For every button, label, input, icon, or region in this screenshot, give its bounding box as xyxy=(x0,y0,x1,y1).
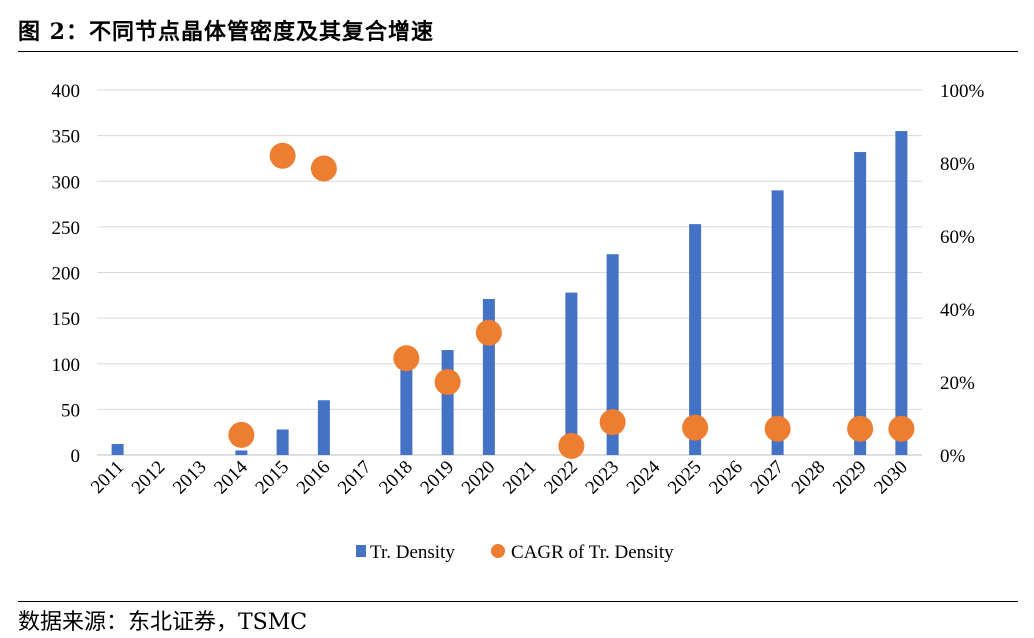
cagr-point-2018 xyxy=(393,345,420,372)
legend-swatch-tr-density xyxy=(356,545,366,557)
bar-series-tr-density xyxy=(111,131,908,456)
right-y-axis: 0% 20% 40% 60% 80% 100% xyxy=(940,81,985,467)
x-axis: 2011 2012 2013 2014 2015 2016 2017 2018 2019 2020… xyxy=(87,456,912,498)
legend: Tr. Density CAGR of Tr. Density xyxy=(356,542,674,563)
left-axis-tick-label: 250 xyxy=(52,218,81,239)
x-axis-tick-label: 2023 xyxy=(581,457,623,499)
legend-label-cagr: CAGR of Tr. Density xyxy=(511,542,674,563)
x-axis-tick-label: 2011 xyxy=(87,457,128,498)
x-axis-tick-label: 2030 xyxy=(870,457,912,499)
legend-swatch-cagr xyxy=(491,544,505,558)
top-rule xyxy=(18,51,1018,52)
cagr-point-2020 xyxy=(475,319,502,346)
left-axis-tick-label: 150 xyxy=(52,309,81,330)
left-axis-tick-label: 350 xyxy=(52,127,81,148)
right-axis-tick-label: 80% xyxy=(940,154,975,175)
x-axis-tick-label: 2015 xyxy=(251,457,293,499)
right-axis-tick-label: 60% xyxy=(940,227,975,248)
x-axis-tick-label: 2016 xyxy=(293,457,335,499)
cagr-point-2025 xyxy=(682,414,709,441)
scatter-series-cagr xyxy=(228,142,915,459)
left-axis-tick-label: 300 xyxy=(52,172,81,193)
right-axis-tick-label: 0% xyxy=(940,446,966,467)
x-axis-tick-label: 2021 xyxy=(499,457,541,499)
x-axis-tick-label: 2027 xyxy=(746,457,788,499)
x-axis-tick-label: 2026 xyxy=(705,457,747,499)
x-axis-tick-label: 2014 xyxy=(210,456,252,498)
x-axis-tick-label: 2012 xyxy=(128,457,170,499)
x-axis-tick-label: 2029 xyxy=(829,457,871,499)
bar-2022 xyxy=(565,292,578,455)
cagr-point-2016 xyxy=(310,155,337,182)
x-axis-tick-label: 2013 xyxy=(169,457,211,499)
figure-title: 图 2：不同节点晶体管密度及其复合增速 xyxy=(18,19,434,45)
x-axis-tick-label: 2024 xyxy=(623,456,665,498)
left-y-axis: 0 50 100 150 200 250 300 350 400 xyxy=(52,81,81,467)
x-axis-tick-label: 2028 xyxy=(788,457,830,499)
x-axis-tick-label: 2017 xyxy=(334,457,376,499)
left-axis-tick-label: 50 xyxy=(61,400,80,421)
bar-2014 xyxy=(235,450,248,455)
bar-2019 xyxy=(441,350,454,455)
x-axis-tick-label: 2025 xyxy=(664,457,706,499)
cagr-point-2014 xyxy=(228,421,255,448)
x-axis-tick-label: 2020 xyxy=(458,457,500,499)
x-axis-tick-label: 2018 xyxy=(375,457,417,499)
x-axis-tick-label: 2019 xyxy=(416,457,458,499)
bar-2011 xyxy=(111,444,124,455)
bar-2025 xyxy=(689,224,702,455)
left-axis-tick-label: 200 xyxy=(52,264,81,285)
right-axis-tick-label: 20% xyxy=(940,373,975,394)
legend-label-tr-density: Tr. Density xyxy=(370,542,455,563)
cagr-point-2019 xyxy=(434,369,461,395)
cagr-point-2027 xyxy=(764,415,791,442)
chart-canvas: 0 50 100 150 200 250 300 350 400 0% 20% 40% 60% 80% 1… xyxy=(52,81,985,563)
right-axis-tick-label: 100% xyxy=(940,81,985,102)
cagr-point-2029 xyxy=(847,415,874,442)
x-axis-tick-label: 2022 xyxy=(540,457,582,499)
bar-2015 xyxy=(276,429,289,455)
cagr-point-2015 xyxy=(269,142,296,169)
left-axis-tick-label: 0 xyxy=(71,446,81,467)
bar-2030 xyxy=(895,131,908,455)
cagr-point-2023 xyxy=(599,409,626,436)
source-note: 数据来源：东北证券，TSMC xyxy=(18,610,308,635)
gridlines xyxy=(97,89,922,456)
bar-2027 xyxy=(771,190,784,455)
bottom-rule xyxy=(18,601,1018,602)
cagr-point-2030 xyxy=(888,415,915,442)
right-axis-tick-label: 40% xyxy=(940,300,975,321)
bar-2018 xyxy=(400,363,413,455)
bar-2023 xyxy=(606,254,619,455)
bar-2029 xyxy=(854,152,867,456)
bar-2016 xyxy=(317,400,330,455)
cagr-point-2022 xyxy=(558,432,585,459)
left-axis-tick-label: 400 xyxy=(52,81,81,102)
left-axis-tick-label: 100 xyxy=(52,355,81,376)
